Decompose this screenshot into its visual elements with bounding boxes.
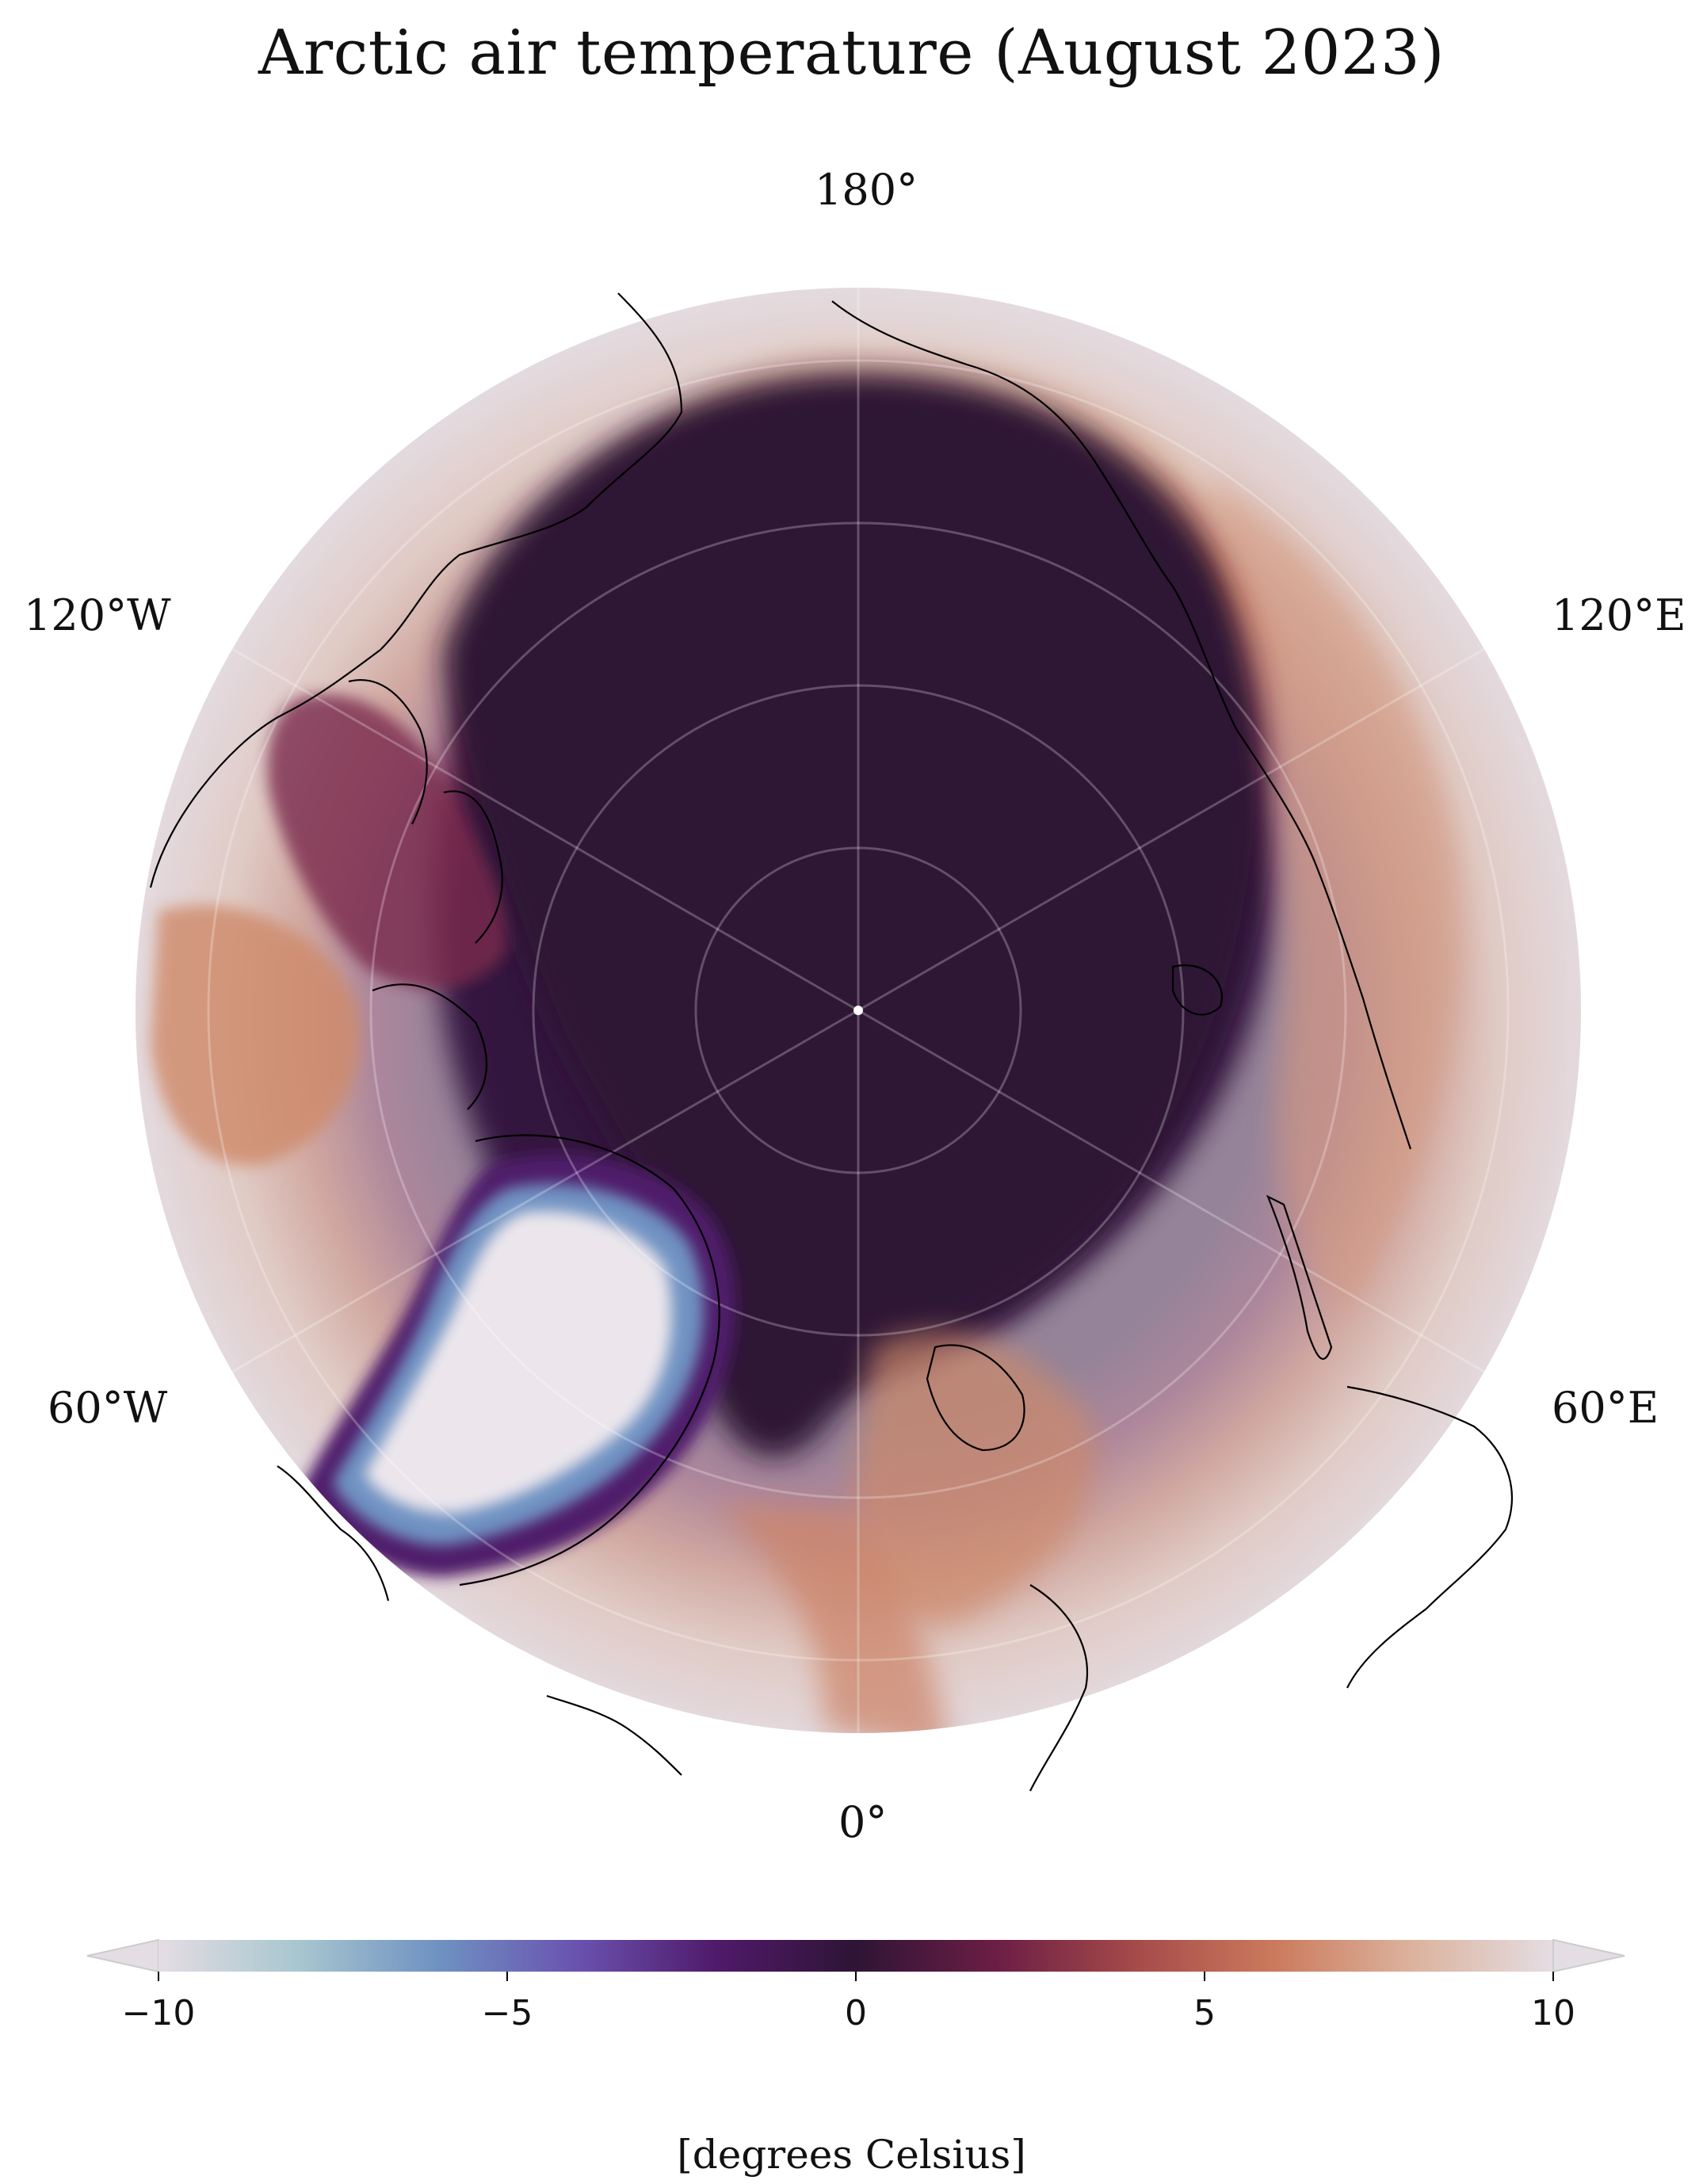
polar-map xyxy=(136,288,1581,1792)
lon-label-120w: 120°W xyxy=(24,590,171,640)
colorbar-extend-left xyxy=(86,1938,159,1973)
temperature-field xyxy=(136,288,1581,1733)
colorbar-ticks xyxy=(158,1972,1554,1981)
lon-label-0: 0° xyxy=(838,1797,888,1847)
colorbar-body xyxy=(158,1940,1553,1972)
coastlines xyxy=(149,292,1513,1792)
lon-label-120e: 120°E xyxy=(1552,590,1686,640)
lon-label-60e: 60°E xyxy=(1552,1383,1659,1433)
colorbar-tick-label: 10 xyxy=(1531,1993,1575,2033)
lon-label-60w: 60°W xyxy=(48,1383,168,1433)
colorbar-tick-label: 0 xyxy=(845,1993,867,2033)
colorbar-tick-label: 5 xyxy=(1193,1993,1216,2033)
colorbar-tick-label: −10 xyxy=(121,1993,196,2033)
colorbar-label: [degrees Celsius] xyxy=(677,2132,1026,2178)
colorbar-extend-right xyxy=(1552,1938,1625,1973)
map-title: Arctic air temperature (August 2023) xyxy=(258,17,1445,89)
north-pole-marker xyxy=(853,1006,863,1015)
colorbar xyxy=(86,1938,1625,1981)
lon-label-180: 180° xyxy=(815,165,918,215)
colorbar-tick-label: −5 xyxy=(481,1993,533,2033)
